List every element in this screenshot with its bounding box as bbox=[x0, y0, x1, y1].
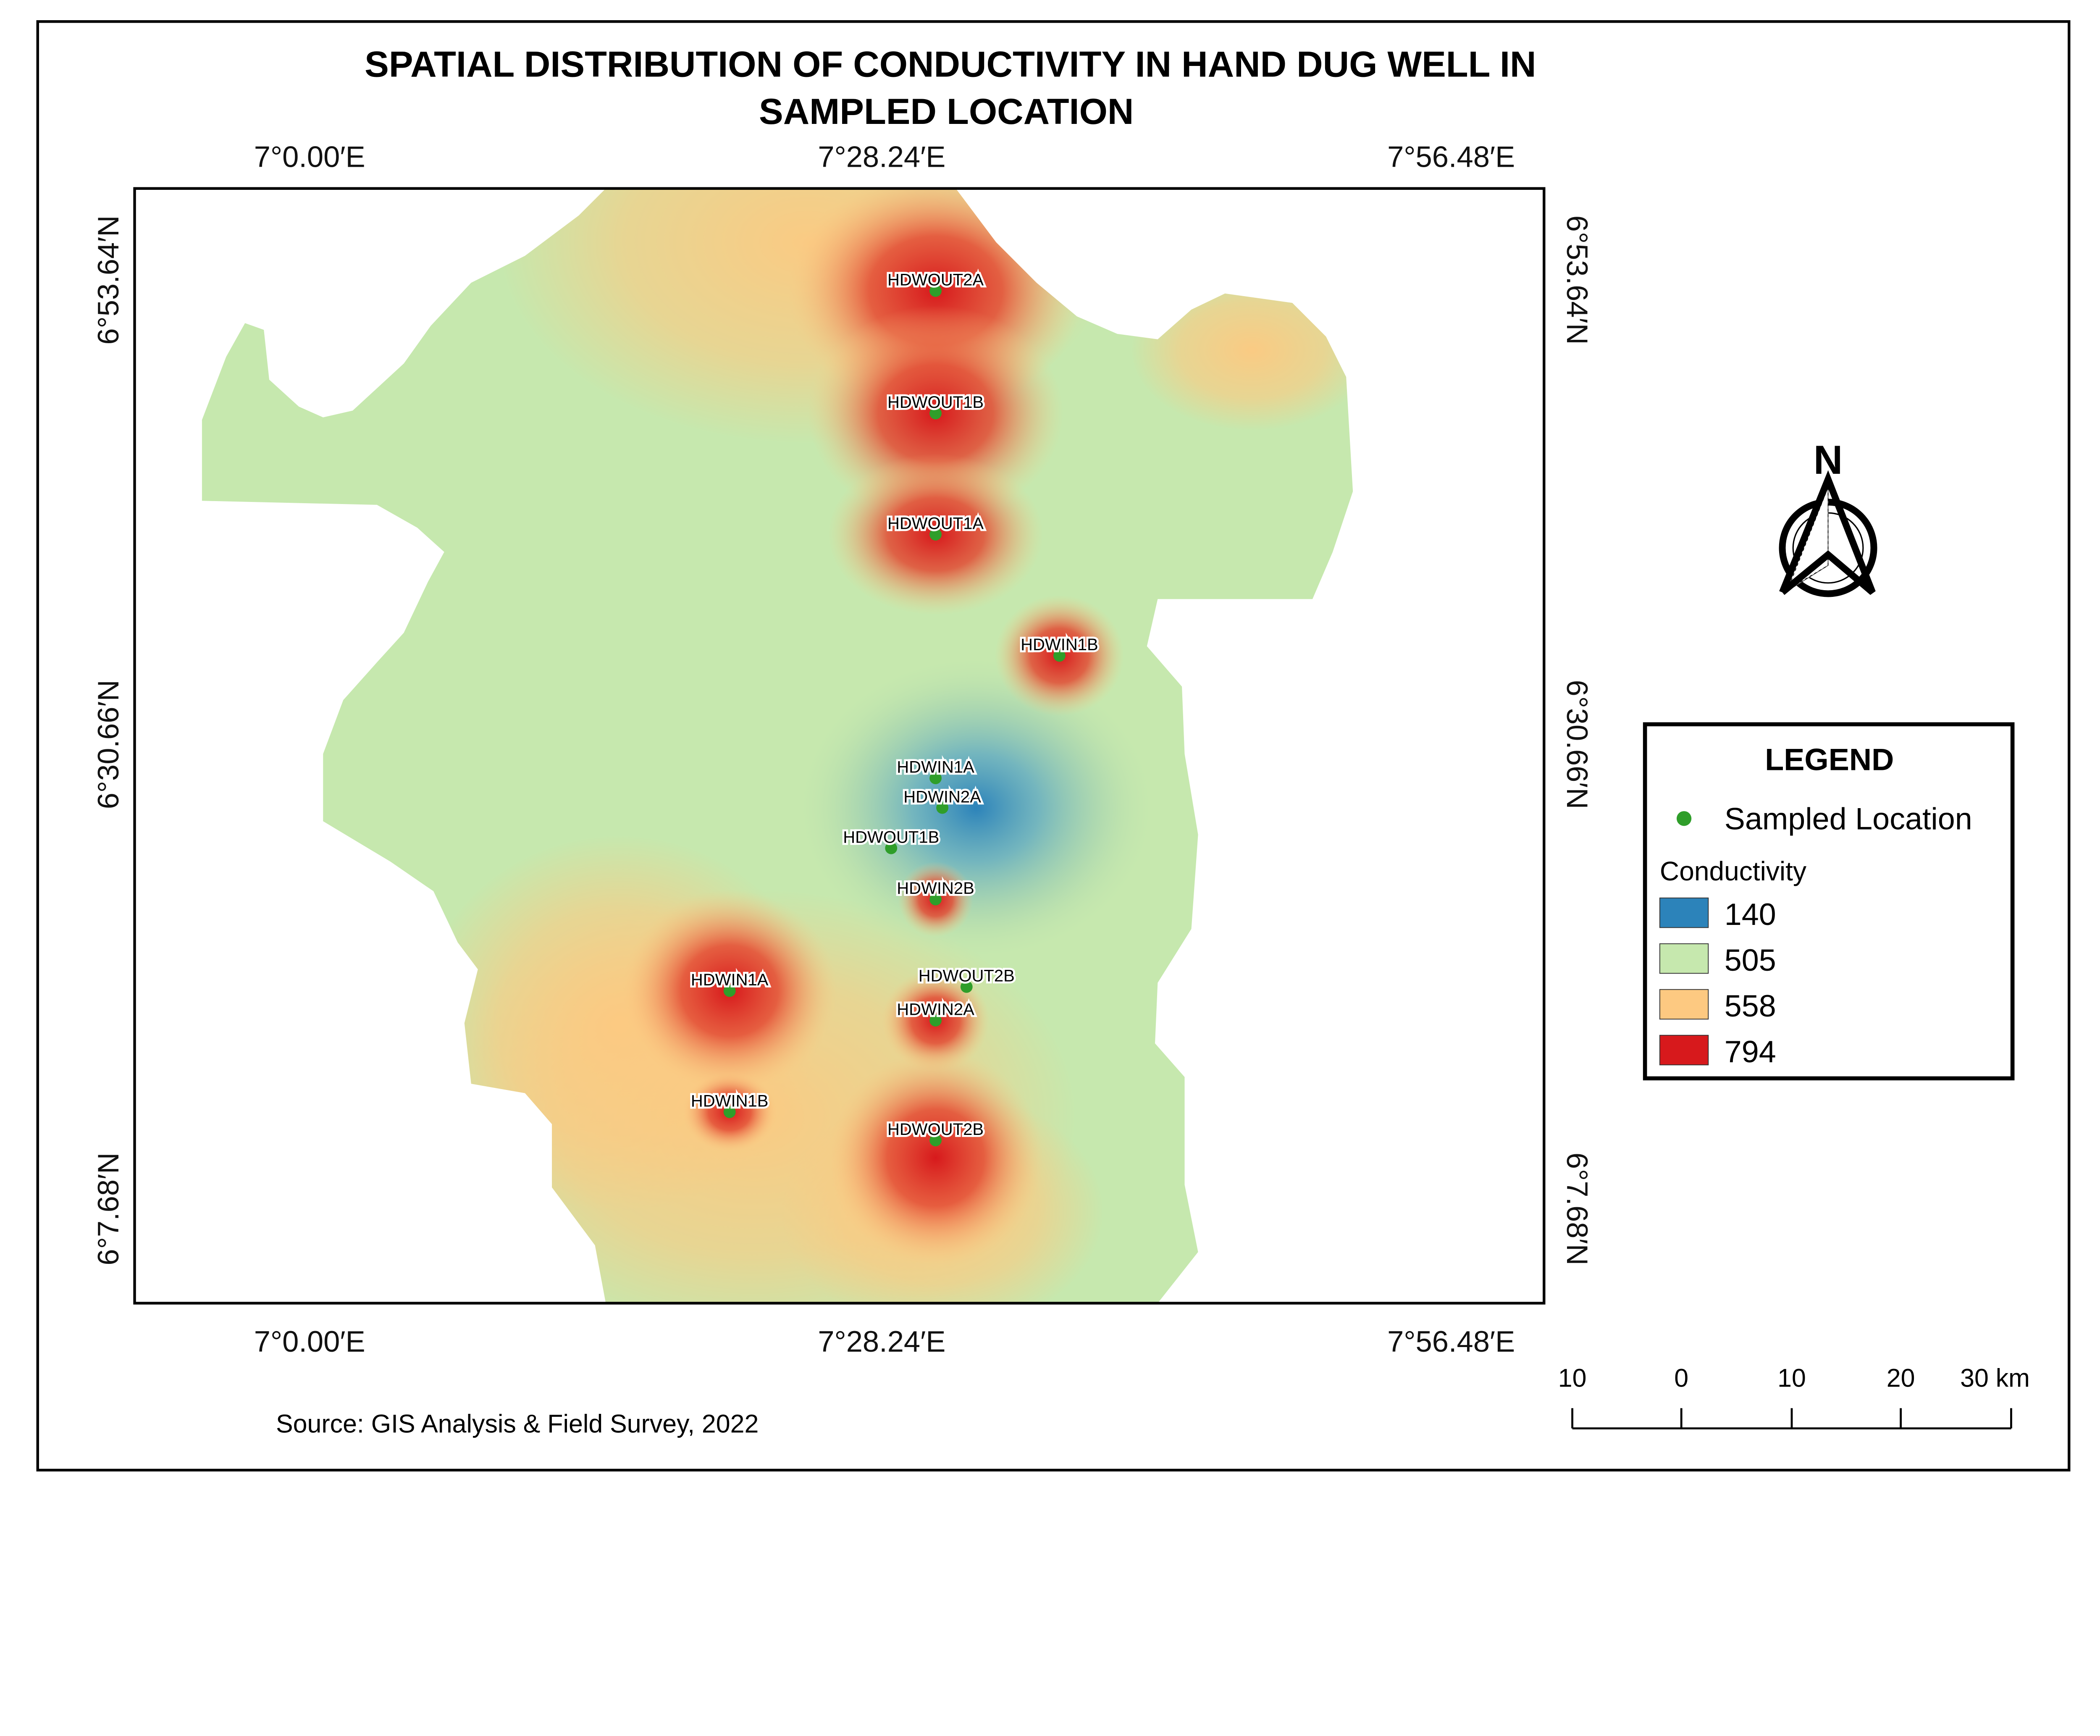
lon-tick-label: 7°28.24′E bbox=[818, 1325, 945, 1358]
sample-point-marker[interactable] bbox=[936, 801, 949, 814]
lon-tick-label: 7°56.48′E bbox=[1387, 140, 1515, 173]
longitude-axis-top: 7°0.00′E 7°28.24′E 7°56.48′E bbox=[254, 140, 1515, 173]
scale-label: 20 bbox=[1887, 1363, 1915, 1392]
sample-point[interactable]: HDWOUT2B bbox=[916, 965, 1017, 993]
sample-point[interactable]: HDWIN2B bbox=[895, 877, 976, 906]
sample-point-label: HDWIN2A bbox=[903, 788, 981, 806]
lat-tick-label: 6°7.68′N bbox=[92, 1153, 125, 1266]
legend-swatch bbox=[1659, 943, 1709, 974]
sample-point-label: HDWIN1A bbox=[897, 758, 974, 777]
sample-point-marker[interactable] bbox=[723, 1106, 736, 1118]
sample-point-marker[interactable] bbox=[723, 985, 736, 997]
sample-point-label: HDWIN2A bbox=[897, 1001, 974, 1019]
legend-swatch bbox=[1659, 989, 1709, 1020]
sample-point-label: HDWIN1B bbox=[1021, 636, 1098, 654]
lat-tick-label: 6°30.66′N bbox=[92, 680, 125, 809]
sample-point[interactable]: HDWIN2A bbox=[901, 785, 983, 814]
sample-point-label: HDWOUT2B bbox=[919, 967, 1015, 985]
sample-point-marker[interactable] bbox=[1053, 649, 1066, 662]
scale-label: 10 bbox=[1558, 1363, 1587, 1392]
sample-point-marker[interactable] bbox=[929, 528, 942, 541]
lat-tick-label: 6°53.64′N bbox=[1561, 215, 1594, 345]
longitude-axis-bottom: 7°0.00′E 7°28.24′E 7°56.48′E bbox=[254, 1325, 1515, 1358]
sample-point[interactable]: HDWOUT2B bbox=[885, 1118, 986, 1147]
sample-point-label: HDWIN2B bbox=[897, 879, 974, 898]
sample-point[interactable]: HDWOUT1A bbox=[885, 512, 986, 541]
sample-point-label: HDWOUT1A bbox=[887, 515, 984, 533]
source-note: Source: GIS Analysis & Field Survey, 202… bbox=[276, 1409, 759, 1438]
lat-tick-label: 6°7.68′N bbox=[1561, 1153, 1594, 1266]
legend-ramp-title: Conductivity bbox=[1660, 856, 1806, 886]
legend: LEGEND Sampled Location Conductivity 140… bbox=[1643, 722, 2015, 1081]
sample-point-label: HDWIN1A bbox=[691, 971, 769, 989]
sample-point-marker[interactable] bbox=[929, 893, 942, 906]
sample-point[interactable]: HDWOUT1B bbox=[841, 826, 941, 854]
scale-label: 0 bbox=[1674, 1363, 1688, 1392]
lat-tick-label: 6°30.66′N bbox=[1561, 680, 1594, 809]
scale-label: 10 bbox=[1777, 1363, 1806, 1392]
surface-gradient bbox=[794, 653, 1158, 963]
sample-point-marker[interactable] bbox=[929, 407, 942, 420]
sample-point-marker[interactable] bbox=[929, 1134, 942, 1147]
legend-title: LEGEND bbox=[1765, 742, 1894, 777]
map-frame bbox=[133, 187, 1546, 1305]
legend-class-label: 558 bbox=[1725, 988, 1776, 1023]
lon-tick-label: 7°0.00′E bbox=[254, 140, 365, 173]
sample-point[interactable]: HDWIN1A bbox=[689, 969, 771, 997]
legend-point-label: Sampled Location bbox=[1725, 801, 1972, 836]
lon-tick-label: 7°0.00′E bbox=[254, 1325, 365, 1358]
legend-swatch bbox=[1659, 897, 1709, 928]
sampled-location-symbol bbox=[1676, 811, 1692, 826]
north-arrow-icon: N bbox=[1779, 438, 1877, 597]
sample-point-marker[interactable] bbox=[960, 980, 973, 993]
sample-point[interactable]: HDWIN1B bbox=[689, 1090, 770, 1118]
sample-point[interactable]: HDWIN1B bbox=[1018, 633, 1100, 662]
sample-point-label: HDWOUT2B bbox=[887, 1120, 984, 1139]
sample-point-marker[interactable] bbox=[929, 284, 942, 297]
sample-point-label: HDWOUT1B bbox=[887, 393, 984, 412]
map-layout: SPATIAL DISTRIBUTION OF CONDUCTIVITY IN … bbox=[36, 20, 2071, 1472]
sample-point[interactable]: HDWIN1A bbox=[895, 756, 976, 784]
map-title-line2: SAMPLED LOCATION bbox=[759, 92, 1134, 132]
sample-point-label: HDWOUT1B bbox=[843, 828, 939, 846]
sample-point-marker[interactable] bbox=[929, 772, 942, 784]
lat-tick-label: 6°53.64′N bbox=[92, 215, 125, 345]
sample-point[interactable]: HDWOUT2A bbox=[885, 269, 986, 297]
legend-class-label: 505 bbox=[1725, 943, 1776, 977]
surface-gradient bbox=[828, 1050, 1043, 1266]
legend-class-label: 140 bbox=[1725, 897, 1776, 932]
sample-point-marker[interactable] bbox=[885, 842, 898, 854]
legend-swatch bbox=[1659, 1035, 1709, 1066]
sample-point[interactable]: HDWOUT1B bbox=[885, 391, 986, 420]
sample-points-layer: HDWOUT2A HDWOUT1B HDWOUT1A HDWIN1B HDWIN1A HD… bbox=[689, 269, 1100, 1147]
sample-point-marker[interactable] bbox=[929, 1014, 942, 1027]
scale-label: 30 km bbox=[1960, 1363, 2030, 1392]
latitude-axis-right: 6°53.64′N 6°30.66′N 6°7.68′N bbox=[1561, 215, 1594, 1266]
legend-class-label: 794 bbox=[1725, 1034, 1776, 1069]
lon-tick-label: 7°28.24′E bbox=[818, 140, 945, 173]
sample-point[interactable]: HDWIN2A bbox=[895, 998, 976, 1027]
sample-point-label: HDWIN1B bbox=[691, 1092, 769, 1111]
map-title-line1: SPATIAL DISTRIBUTION OF CONDUCTIVITY IN … bbox=[365, 45, 1536, 85]
scale-bar: 10 0 10 20 30 km bbox=[1558, 1363, 2030, 1430]
sample-point-label: HDWOUT2A bbox=[887, 271, 984, 289]
latitude-axis-left: 6°53.64′N 6°30.66′N 6°7.68′N bbox=[92, 215, 125, 1266]
lon-tick-label: 7°56.48′E bbox=[1387, 1325, 1515, 1358]
